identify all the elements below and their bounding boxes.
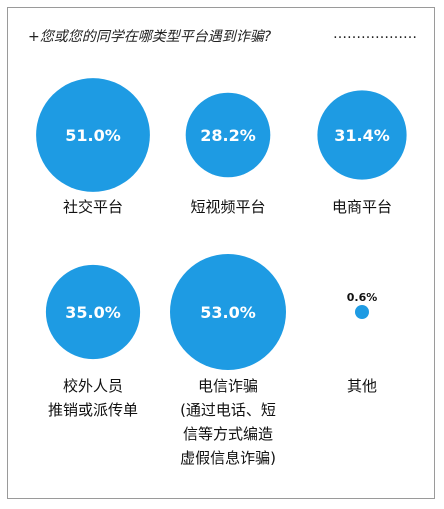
- bubble-mark: [170, 254, 286, 370]
- bubble-group: 51.0% 社交平台: [36, 78, 150, 216]
- category-label: 信等方式编造: [183, 425, 273, 443]
- chart-title: +您或您的同学在哪类型平台遇到诈骗?: [28, 29, 272, 45]
- bubble-mark: [36, 78, 150, 192]
- category-label: 虚假信息诈骗): [180, 449, 276, 467]
- category-label: 社交平台: [63, 198, 123, 216]
- category-label: 短视频平台: [190, 198, 265, 216]
- bubble-group: 0.6% 其他: [347, 291, 378, 395]
- title-dotted-leader: ………………: [333, 26, 417, 42]
- bubble-mark: [317, 90, 407, 180]
- bubble-group: 28.2% 短视频平台: [185, 92, 271, 216]
- category-label: 其他: [347, 377, 377, 395]
- bubble-value-label: 53.0%: [200, 303, 256, 322]
- bubble-mark: [185, 92, 271, 178]
- bubble-value-label: 31.4%: [334, 126, 390, 145]
- category-label: (通过电话、短: [180, 401, 276, 419]
- bubble-mark: [45, 264, 141, 360]
- bubble-value-label: 0.6%: [347, 291, 378, 304]
- category-label: 校外人员: [63, 377, 123, 395]
- bubble-value-label: 28.2%: [200, 126, 256, 145]
- category-label: 推销或派传单: [48, 401, 138, 419]
- bubble-mark: [355, 305, 369, 319]
- category-label: 电商平台: [332, 198, 392, 216]
- category-label: 电信诈骗: [198, 377, 258, 395]
- bubble-group: 31.4% 电商平台: [317, 90, 407, 216]
- bubble-value-label: 51.0%: [65, 126, 121, 145]
- bubble-value-label: 35.0%: [65, 303, 121, 322]
